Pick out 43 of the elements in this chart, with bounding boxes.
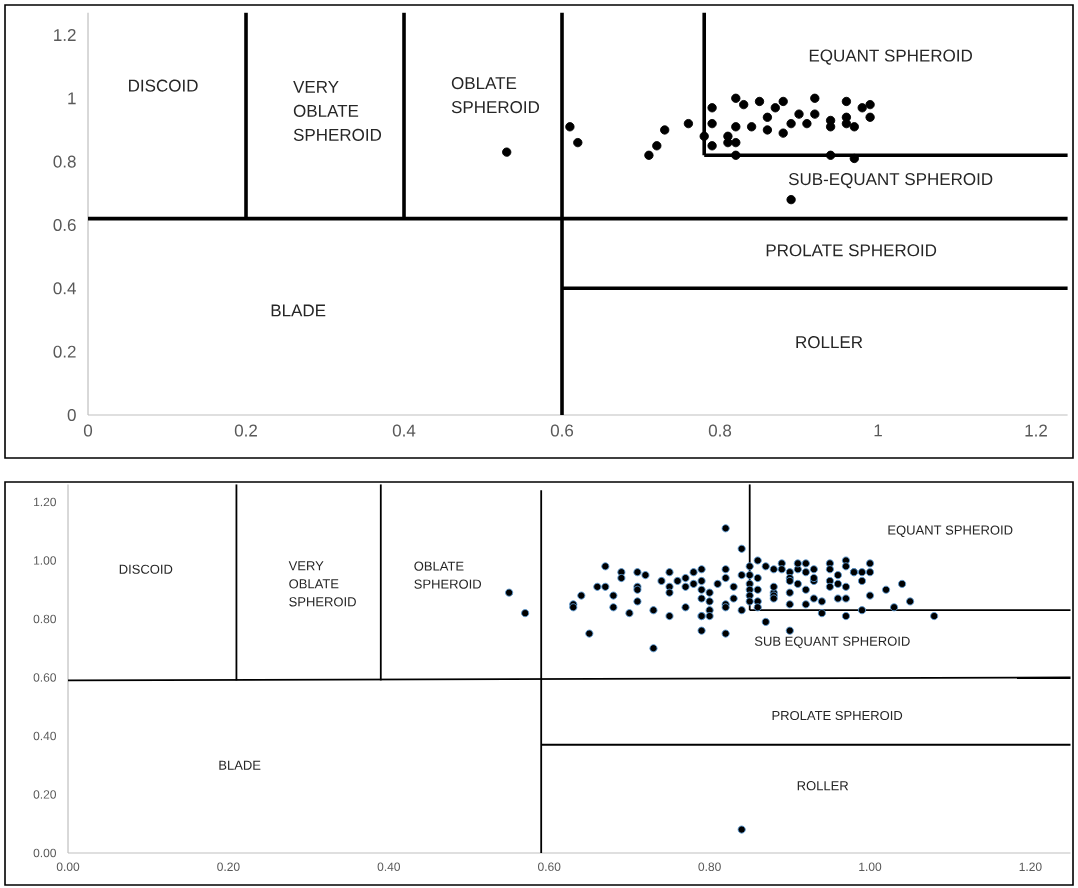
annotation: SUB-EQUANT SPHEROID — [788, 173, 993, 189]
annotation: OBLATE SPHEROID — [414, 561, 482, 589]
y-tick-label: 0.40 — [33, 731, 57, 741]
y-tick-label: 0.00 — [33, 848, 57, 858]
y-tick-label: 1.00 — [34, 556, 57, 565]
y-tick-label: 0 — [67, 408, 76, 422]
x-tick-label: 1 — [874, 424, 882, 437]
x-tick-label: 0 — [83, 424, 93, 437]
x-tick-label: 0.60 — [538, 862, 561, 872]
y-tick-label: 1.20 — [34, 497, 57, 507]
annotation: EQUANT SPHEROID — [809, 49, 972, 65]
x-tick-label: 0.2 — [234, 424, 257, 437]
annotation: PROLATE SPHEROID — [772, 710, 903, 721]
annotation: DISCOID — [119, 564, 173, 574]
annotation: VERY OBLATE SPHEROID — [293, 81, 382, 141]
y-tick-label: 1.2 — [54, 29, 76, 41]
annotation: SUB EQUANT SPHEROID — [754, 636, 910, 649]
x-tick-label: 0.20 — [217, 862, 240, 872]
annotation: EQUANT SPHEROID — [888, 525, 1013, 538]
x-tick-label: 1.2 — [1025, 424, 1047, 437]
x-tick-label: 0.80 — [698, 862, 721, 872]
annotation: ROLLER — [796, 336, 863, 349]
annotation: PROLATE SPHEROID — [766, 244, 937, 257]
x-tick-label: 0.40 — [377, 862, 401, 872]
annotation: OBLATE SPHEROID — [451, 77, 540, 114]
y-tick-label: 0.60 — [33, 673, 57, 682]
annotation: BLADE — [219, 760, 261, 770]
x-tick-label: 0.8 — [708, 424, 732, 437]
y-tick-label: 0.20 — [33, 790, 57, 799]
x-tick-label: 1.00 — [859, 862, 882, 872]
y-tick-label: 0.80 — [33, 614, 57, 624]
annotation: DISCOID — [129, 79, 198, 92]
annotation: BLADE — [271, 304, 326, 317]
y-tick-label: 0.4 — [53, 282, 76, 295]
y-tick-label: 0.2 — [53, 345, 76, 358]
annotation: ROLLER — [797, 781, 849, 791]
y-tick-label: 1 — [68, 92, 76, 105]
x-tick-label: 0.4 — [392, 424, 416, 437]
annotation: VERY OBLATE SPHEROID — [288, 561, 356, 607]
x-tick-label: 1.20 — [1019, 862, 1042, 872]
y-tick-label: 0.8 — [53, 155, 76, 168]
y-tick-label: 0.6 — [53, 218, 76, 231]
x-tick-label: 0.6 — [550, 424, 574, 437]
